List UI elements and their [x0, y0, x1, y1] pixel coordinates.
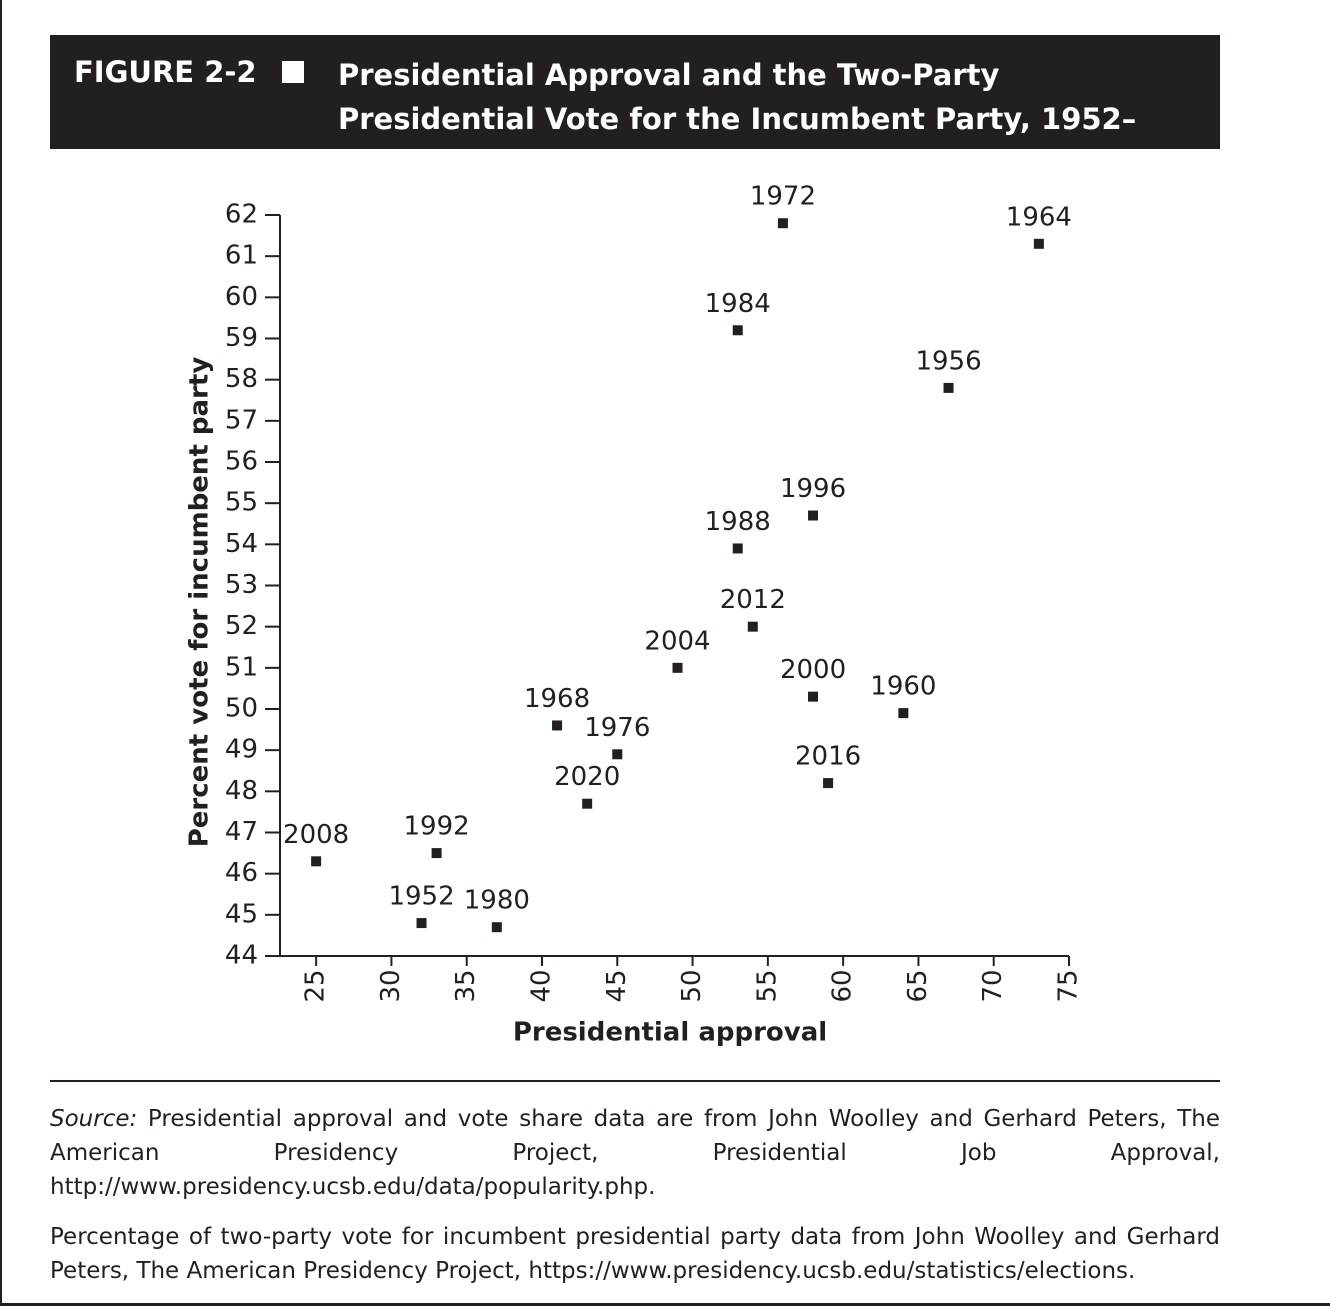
- point-label: 1960: [870, 672, 936, 702]
- point: [943, 382, 954, 393]
- y-tick-label: 55: [225, 488, 258, 518]
- source: Source: Presidential approval and vote s…: [50, 1102, 1220, 1204]
- point-label: 1956: [915, 346, 981, 376]
- point-label: 2016: [795, 742, 861, 772]
- point: [416, 918, 427, 929]
- source-prefix: Source:: [50, 1106, 138, 1132]
- source-text: Presidential approval and vote share dat…: [50, 1106, 1220, 1200]
- point-label: 1980: [464, 886, 530, 916]
- y-tick-label: 44: [225, 941, 258, 971]
- y-tick-label: 60: [225, 282, 258, 312]
- y-tick-label: 52: [225, 611, 258, 641]
- point-label: 1976: [584, 713, 650, 743]
- chart-title: Presidential Approval and the Two-Party …: [338, 58, 1137, 180]
- separator: [282, 61, 304, 83]
- point-label: 1972: [750, 182, 816, 212]
- divider: [50, 1080, 1220, 1082]
- y-tick-label: 54: [225, 529, 258, 559]
- point: [612, 749, 623, 760]
- y-tick-label: 49: [225, 735, 258, 765]
- point: [552, 720, 563, 731]
- y-tick-label: 53: [225, 570, 258, 600]
- x-axis-label: Presidential approval: [513, 1018, 827, 1048]
- point: [1033, 238, 1044, 249]
- point-label: 2004: [644, 626, 710, 656]
- point-label: 2020: [554, 762, 620, 792]
- header: FIGURE 2-2 Presidential Approval and the…: [50, 35, 1220, 180]
- x-tick-label: 75: [1054, 969, 1084, 1002]
- point: [732, 543, 743, 554]
- point: [823, 778, 834, 789]
- x-tick-label: 70: [978, 969, 1008, 1002]
- point: [808, 691, 819, 702]
- y-tick-label: 62: [225, 200, 258, 230]
- x-tick-label: 45: [602, 969, 632, 1002]
- x-tick-label: 50: [677, 969, 707, 1002]
- y-tick-label: 59: [225, 323, 258, 353]
- y-tick-label: 61: [225, 241, 258, 271]
- point: [898, 708, 909, 719]
- point-label: 1964: [1006, 202, 1072, 232]
- point-label: 2008: [283, 820, 349, 850]
- y-tick-label: 58: [225, 364, 258, 394]
- point: [311, 856, 322, 867]
- note: Percentage of two-party vote for incumbe…: [50, 1224, 1220, 1284]
- x-tick-label: 30: [376, 969, 406, 1002]
- x-tick-label: 35: [451, 969, 481, 1002]
- y-tick-label: 57: [225, 405, 258, 435]
- point: [582, 798, 593, 809]
- y-tick-label: 56: [225, 447, 258, 477]
- y-tick-label: 47: [225, 817, 258, 847]
- point: [431, 848, 442, 859]
- point-label: 1984: [705, 289, 771, 319]
- point: [732, 325, 743, 336]
- point-label: 1968: [524, 684, 590, 714]
- point: [747, 621, 758, 632]
- y-tick-label: 46: [225, 858, 258, 888]
- x-tick-label: 65: [903, 969, 933, 1002]
- point-label: 1996: [780, 474, 846, 504]
- y-tick-label: 48: [225, 776, 258, 806]
- x-tick-label: 60: [828, 969, 858, 1002]
- figure-label: FIGURE 2-2: [74, 55, 257, 89]
- point-label: 2012: [720, 585, 786, 615]
- point-label: 1988: [705, 507, 771, 537]
- point: [672, 662, 683, 673]
- y-tick-label: 51: [225, 652, 258, 682]
- x-tick-label: 40: [526, 969, 556, 1002]
- point: [491, 922, 502, 933]
- point-label: 1952: [388, 882, 454, 912]
- point: [808, 510, 819, 521]
- x-tick-label: 25: [301, 969, 331, 1002]
- y-tick-label: 45: [225, 899, 258, 929]
- x-tick-label: 55: [752, 969, 782, 1002]
- point-label: 1992: [404, 812, 470, 842]
- y-tick-label: 50: [225, 694, 258, 724]
- point: [777, 218, 788, 229]
- y-axis-label: Percent vote for incumbent party: [185, 357, 215, 848]
- point-label: 2000: [780, 655, 846, 685]
